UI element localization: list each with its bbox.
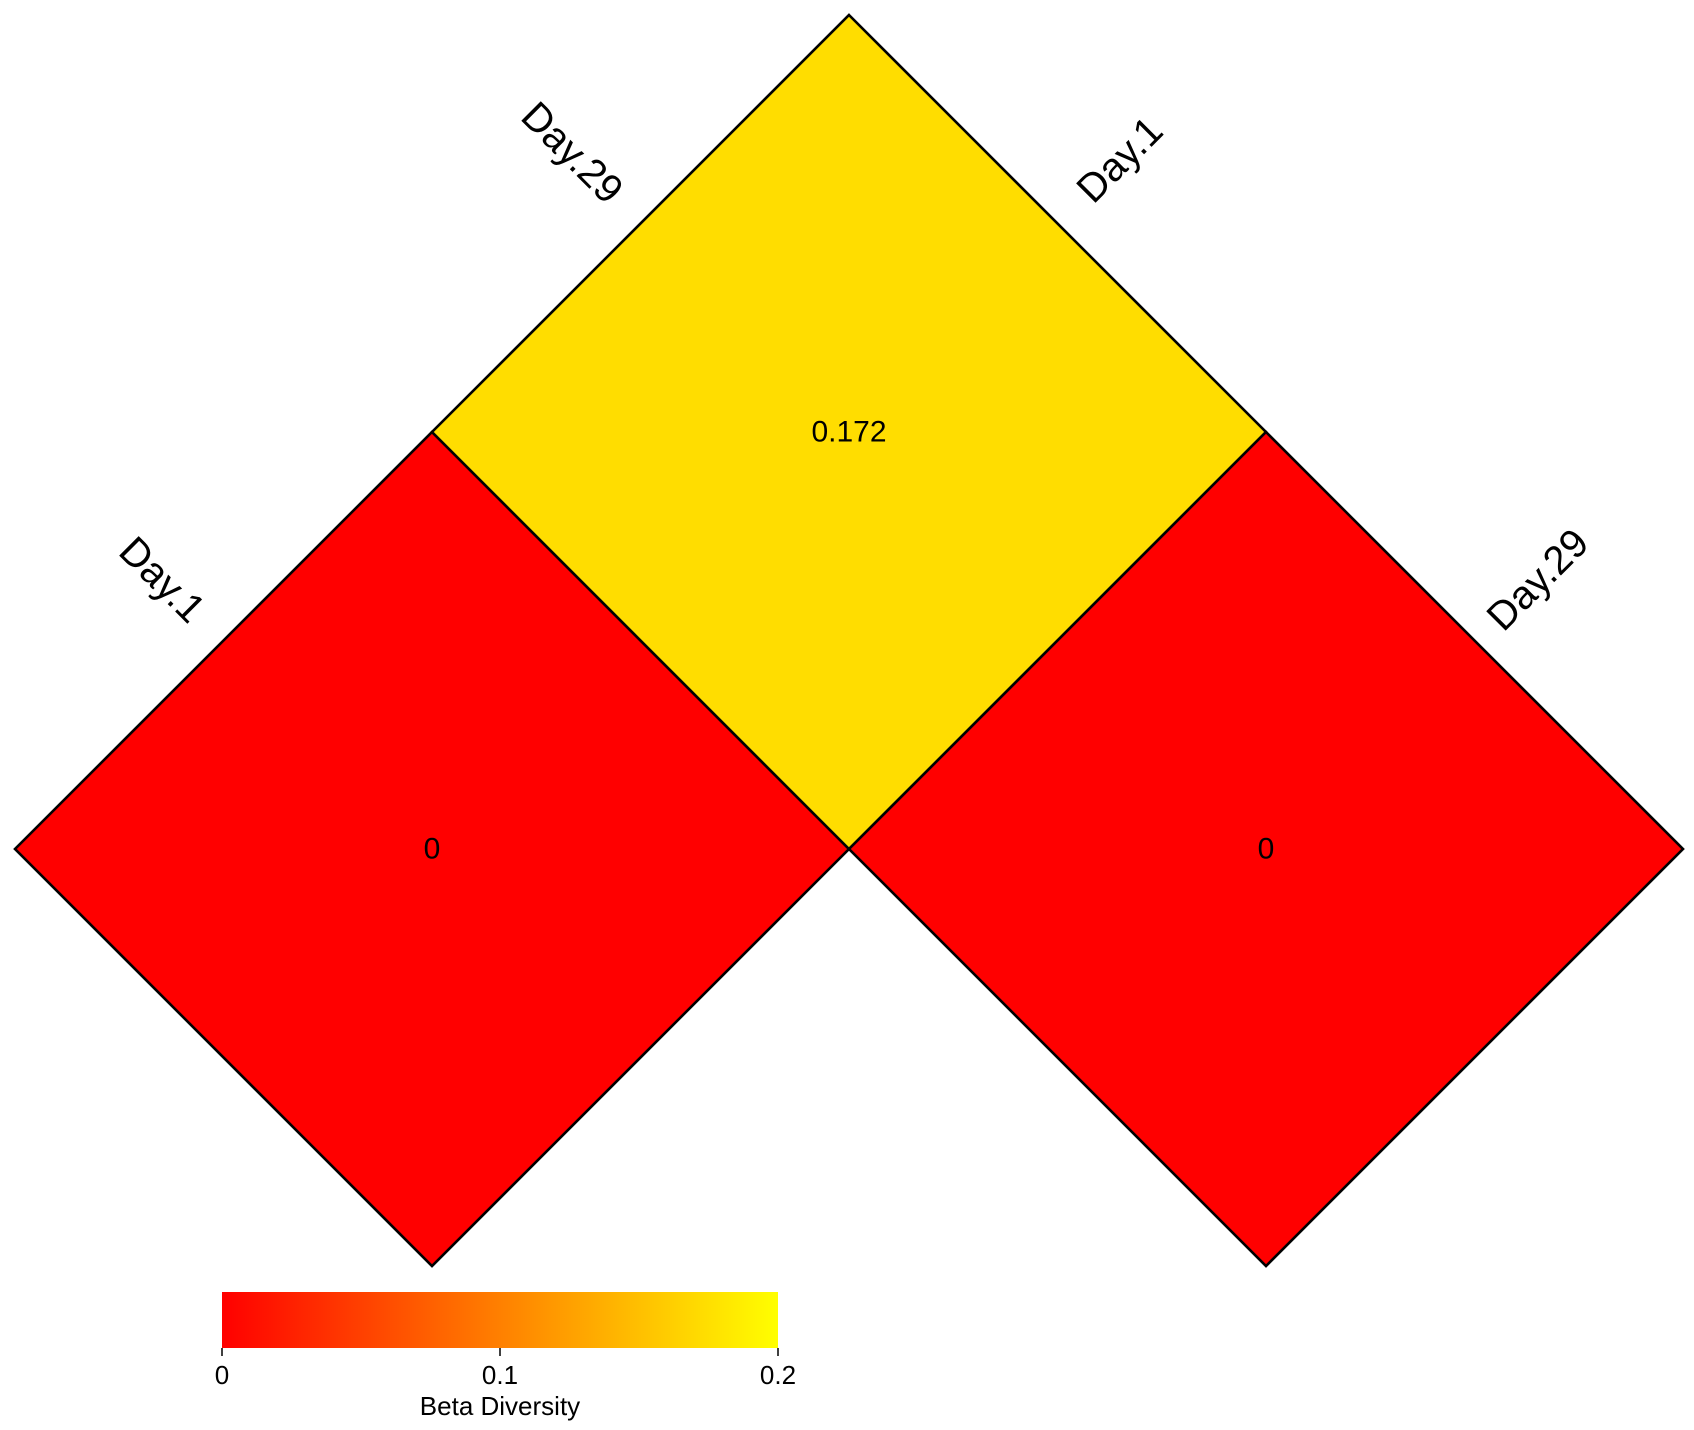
color-legend: 0 0.1 0.2 Beta Diversity [215,1292,796,1421]
heatmap-cells [13,13,1685,1268]
row-label-day1: Day.1 [111,529,214,632]
legend-title: Beta Diversity [420,1391,580,1421]
row-label-day29: Day.29 [1479,521,1598,640]
legend-tick-label-2: 0.2 [760,1360,796,1390]
legend-ticks: 0 0.1 0.2 [215,1348,796,1390]
legend-gradient-bar [222,1292,778,1348]
column-label-day29: Day.29 [513,94,632,213]
cell-day29-day29 [847,430,1685,1268]
cell-value-day29-day29: 0 [1258,833,1275,866]
cell-value-day1-day1: 0 [424,833,441,866]
cell-value-day1-day29: 0.172 [811,416,886,449]
column-label-day1: Day.1 [1069,109,1172,212]
legend-tick-label-0: 0 [215,1360,229,1390]
legend-tick-label-1: 0.1 [482,1360,518,1390]
cell-value-labels: 0 0.172 0 [424,416,1275,866]
